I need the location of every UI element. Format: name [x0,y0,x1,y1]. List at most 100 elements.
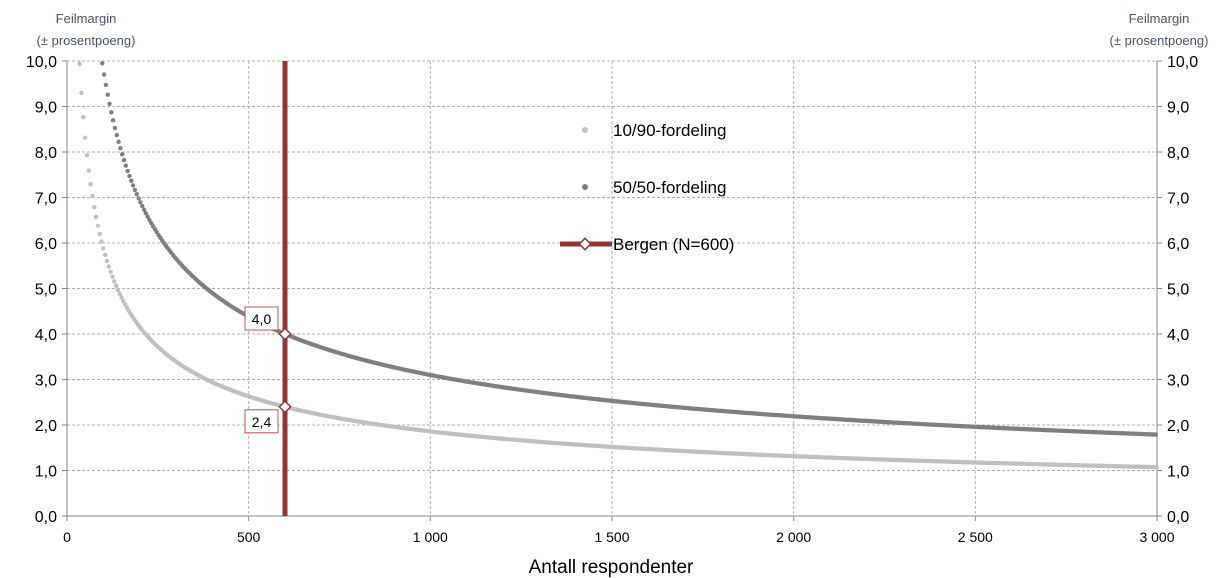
data-point [81,114,86,120]
y-tick-label-left: 6,0 [35,236,57,253]
y-tick-label-right: 2,0 [1167,418,1189,435]
data-point [121,157,127,163]
data-point [99,239,104,244]
data-point [103,82,109,88]
y-tick-label-right: 0,0 [1167,509,1189,526]
y-tick-label-right: 10,0 [1167,54,1198,71]
legend-label: 50/50-fordeling [613,178,726,197]
gridlines [67,60,1157,516]
legend-marker [582,184,588,190]
data-point [143,211,149,216]
callout-label: 4,0 [252,311,272,327]
callouts: 4,0 2,4 [244,306,292,434]
data-point [113,283,119,288]
callout-box [244,409,279,434]
x-tick-label: 1 500 [594,529,629,545]
y-tick-label-left: 9,0 [35,100,57,117]
data-point [1154,464,1160,470]
data-point [86,168,92,173]
data-point [84,153,90,158]
data-point [107,101,112,106]
data-point [110,118,116,123]
data-point [106,264,111,269]
y-tick-label-right: 9,0 [1167,100,1189,117]
data-point [79,90,84,96]
data-point [130,183,136,188]
x-tick-label: 500 [237,529,261,545]
data-point [82,135,88,140]
y-tick-label-right: 1,0 [1167,464,1189,481]
y-tick-label-right: 8,0 [1167,145,1189,162]
y-tick-label-left: 1,0 [35,464,57,481]
callout-marker [278,400,292,414]
legend-item: Bergen (N=600) [560,235,734,254]
callout-label: 2,4 [252,414,272,430]
y-tick-label-left: 5,0 [35,282,57,299]
y-tick-label-left: 2,0 [35,418,57,435]
y-tick-label-left: 3,0 [35,373,57,390]
data-point [117,291,122,297]
data-point [125,168,130,174]
data-point [90,194,95,199]
x-tick-label: 1 000 [413,529,448,545]
data-point [119,295,124,300]
data-point [132,187,138,193]
data-point [95,223,101,229]
axes: 0,0 0,0 1,0 1,0 2,0 2,0 3,0 3,0 4,0 4,0 5,0 5,0 6,0 6… [26,54,1198,545]
data-point [102,252,108,258]
data-point [122,302,128,307]
x-tick-label: 2 500 [958,529,993,545]
data-point [123,163,129,168]
data-point [116,139,121,145]
data-point [147,217,152,223]
data-point [109,110,114,115]
data-point [120,152,125,157]
data-point [93,214,99,220]
y-tick-label-left: 7,0 [35,191,57,208]
y-axis-title-right-line2: (± prosentpoeng) [1110,33,1209,48]
y-tick-label-left: 8,0 [35,145,57,162]
legend: 10/90-fordeling 50/50-fordeling Bergen (N=… [560,121,734,254]
x-axis-title: Antall respondenter [529,557,694,578]
y-tick-label-right: 3,0 [1167,373,1189,390]
legend-label: 10/90-fordeling [613,121,726,140]
legend-item: 10/90-fordeling [582,121,726,140]
data-point [121,298,126,304]
x-tick-label: 0 [63,529,71,545]
data-point [138,200,143,205]
data-point [115,287,121,293]
data-point [101,246,106,251]
y-tick-label-left: 0,0 [35,509,57,526]
data-point [145,214,150,219]
data-point [129,178,134,184]
y-tick-label-right: 4,0 [1167,327,1189,344]
callout-marker [278,327,292,341]
data-point [92,204,97,210]
data-point [141,207,147,212]
x-tick-label: 2 000 [776,529,811,545]
y-tick-label-left: 10,0 [26,54,57,71]
legend-label: Bergen (N=600) [613,235,734,254]
x-tick-label: 3 000 [1139,529,1174,545]
data-point [97,231,102,237]
data-point [136,196,141,201]
legend-marker [578,237,592,251]
data-point [108,269,113,274]
data-point [104,258,110,264]
data-point [100,61,105,66]
data-point [77,61,82,66]
y-tick-label-right: 7,0 [1167,191,1189,208]
legend-marker [582,127,588,133]
data-point [88,181,93,187]
data-point [105,92,110,97]
data-point [114,132,119,138]
data-point [101,72,107,77]
y-tick-label-left: 4,0 [35,327,57,344]
data-point [110,274,115,279]
callout-box [244,306,279,331]
y-axis-title-left-line2: (± prosentpoeng) [37,33,136,48]
y-axis-title-left-line1: Feilmargin [56,11,117,26]
data-point [127,173,132,179]
data-point [118,146,123,151]
data-point [134,191,139,197]
